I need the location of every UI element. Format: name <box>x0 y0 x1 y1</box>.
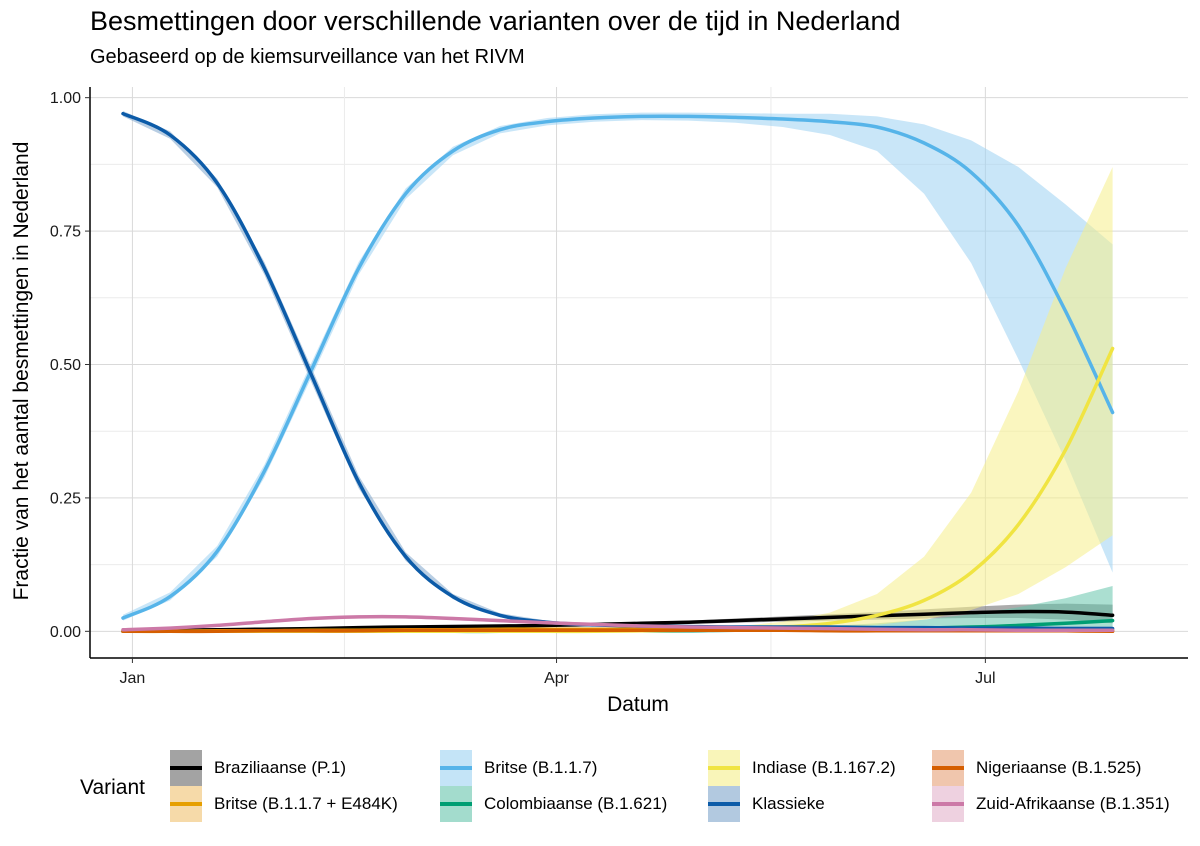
legend-label: Braziliaanse (P.1) <box>214 758 346 777</box>
chart-subtitle: Gebaseerd op de kiemsurveillance van het… <box>90 46 525 68</box>
legend-key <box>170 750 202 786</box>
legend-key <box>708 750 740 786</box>
series-line <box>121 114 1115 620</box>
chart-title: Besmettingen door verschillende variante… <box>90 6 901 36</box>
legend-item: Nigeriaanse (B.1.525) <box>932 750 1141 786</box>
legend-key <box>440 750 472 786</box>
legend-label: Indiase (B.1.167.2) <box>752 758 896 777</box>
legend-label: Colombiaanse (B.1.621) <box>484 794 668 813</box>
legend-label: Klassieke <box>752 794 825 813</box>
legend-item: Britse (B.1.1.7 + E484K) <box>170 786 398 822</box>
legend-item: Colombiaanse (B.1.621) <box>440 786 667 822</box>
legend-title: Variant <box>80 776 145 799</box>
series-line <box>121 614 1115 633</box>
y-tick-label: 0.75 <box>50 224 81 241</box>
confidence-bands <box>123 111 1113 632</box>
y-tick-label: 0.25 <box>50 490 81 507</box>
legend-label: Nigeriaanse (B.1.525) <box>976 758 1142 777</box>
legend-label: Zuid-Afrikaanse (B.1.351) <box>976 794 1170 813</box>
y-tick-label: 1.00 <box>50 90 81 107</box>
legend-item: Braziliaanse (P.1) <box>170 750 346 786</box>
y-tick-label: 0.50 <box>50 357 81 374</box>
legend-item: Klassieke <box>708 786 825 822</box>
legend-item: Indiase (B.1.167.2) <box>708 750 896 786</box>
x-tick-label: Jul <box>975 670 995 687</box>
legend-item: Zuid-Afrikaanse (B.1.351) <box>932 786 1170 822</box>
legend-key <box>440 786 472 822</box>
y-axis-title: Fractie van het aantal besmettingen in N… <box>10 142 33 601</box>
confidence-band <box>123 167 1113 632</box>
y-tick-label: 0.00 <box>50 624 81 641</box>
x-axis-title: Datum <box>607 693 669 716</box>
x-tick-label: Apr <box>544 670 570 687</box>
legend-key <box>932 750 964 786</box>
axes: 0.00 0.25 0.50 0.75 1.00 Jan Apr Jul <box>50 87 1188 687</box>
legend: Variant Braziliaanse (P.1) Britse (B.1.1.… <box>80 750 1190 830</box>
legend-key <box>170 786 202 822</box>
series-lines <box>121 111 1115 634</box>
legend-item: Britse (B.1.1.7) <box>440 750 597 786</box>
legend-label: Britse (B.1.1.7 + E484K) <box>214 794 398 813</box>
legend-key <box>932 786 964 822</box>
x-tick-label: Jan <box>120 670 146 687</box>
legend-label: Britse (B.1.1.7) <box>484 758 598 777</box>
legend-key <box>708 786 740 822</box>
